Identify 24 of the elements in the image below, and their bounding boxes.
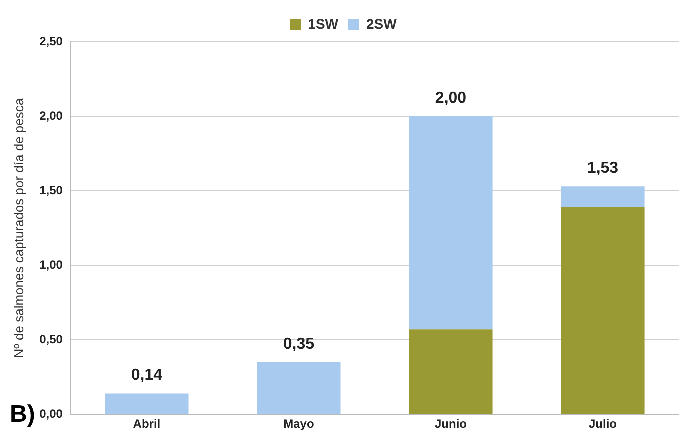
y-tick-label: 1,00 — [40, 258, 64, 272]
bar — [561, 186, 645, 208]
legend-label: 1SW — [308, 16, 340, 32]
bar — [105, 394, 189, 414]
x-tick-label: Mayo — [284, 417, 314, 432]
y-tick-label: 1,50 — [40, 183, 64, 198]
y-tick-label: 0,50 — [40, 332, 64, 346]
bar — [409, 116, 493, 330]
y-tick-label: 2,00 — [40, 108, 64, 123]
y-tick-label: 0,00 — [40, 406, 64, 421]
bar — [561, 207, 645, 414]
x-tick-label: Abril — [133, 417, 161, 432]
total-label: 0,35 — [283, 336, 315, 353]
x-tick-label: Junio — [434, 417, 467, 432]
bar — [257, 362, 341, 414]
bar — [409, 330, 493, 414]
text: B) — [10, 401, 36, 429]
y-axis-title: Nº de salmones capturados por día de pesca — [11, 98, 26, 358]
total-label: 0,14 — [131, 367, 163, 384]
y-tick-label: 2,50 — [40, 34, 64, 48]
total-label: 1,53 — [587, 160, 619, 177]
x-tick-label: Julio — [588, 417, 617, 432]
legend-label: 2SW — [366, 16, 398, 32]
total-label: 2,00 — [435, 90, 467, 107]
